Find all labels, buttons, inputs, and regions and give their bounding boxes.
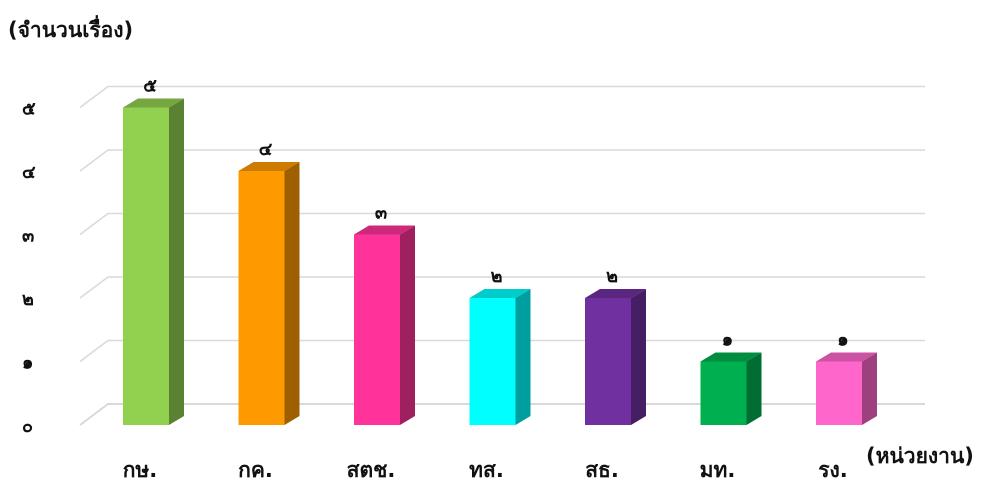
gridline: [79, 276, 925, 299]
x-tick-label: สธ.: [585, 458, 619, 482]
y-tick-label: ๕: [22, 99, 36, 120]
data-label: ๕: [143, 76, 157, 97]
x-tick-label: มท.: [700, 458, 736, 482]
y-tick-label: ๐: [22, 416, 33, 437]
grid-layer: [79, 85, 925, 426]
y-tick-label: ๓: [22, 226, 34, 247]
y-tick-label: ๒: [22, 289, 34, 310]
bar-6: [700, 352, 762, 425]
gridline: [79, 85, 925, 109]
bar-7: [816, 352, 877, 425]
x-axis-label: (หน่วยงาน): [866, 444, 974, 468]
x-tick-label: กษ.: [123, 458, 158, 482]
y-tick-label: ๑: [22, 353, 33, 374]
gridline: [79, 339, 925, 363]
bar-1: [123, 98, 184, 425]
x-tick-label: รง.: [818, 458, 848, 482]
data-label: ๒: [606, 266, 618, 287]
gridline: [79, 212, 925, 236]
data-label: ๔: [259, 139, 273, 160]
data-label: ๑: [722, 330, 733, 351]
bar-3: [354, 225, 415, 425]
y-axis-label: (จำนวนเรื่อง): [8, 18, 134, 42]
x-tick-label: กค.: [238, 458, 273, 482]
gridline: [79, 149, 925, 172]
y-tick-layer: ๐ ๑ ๒ ๓ ๔ ๕: [22, 99, 36, 438]
bar-4: [469, 289, 531, 425]
data-label: ๒: [491, 266, 503, 287]
x-tick-label: สตช.: [347, 458, 396, 482]
gridline: [79, 403, 925, 426]
data-label: ๓: [375, 203, 387, 224]
bar-2: [238, 162, 300, 425]
x-tick-label: ทส.: [469, 458, 504, 482]
x-tick-layer: กษ. กค. สตช. ทส. สธ. มท. รง.: [123, 458, 848, 482]
bar-5: [585, 289, 646, 425]
y-tick-label: ๔: [22, 162, 36, 183]
data-label: ๑: [837, 330, 848, 351]
